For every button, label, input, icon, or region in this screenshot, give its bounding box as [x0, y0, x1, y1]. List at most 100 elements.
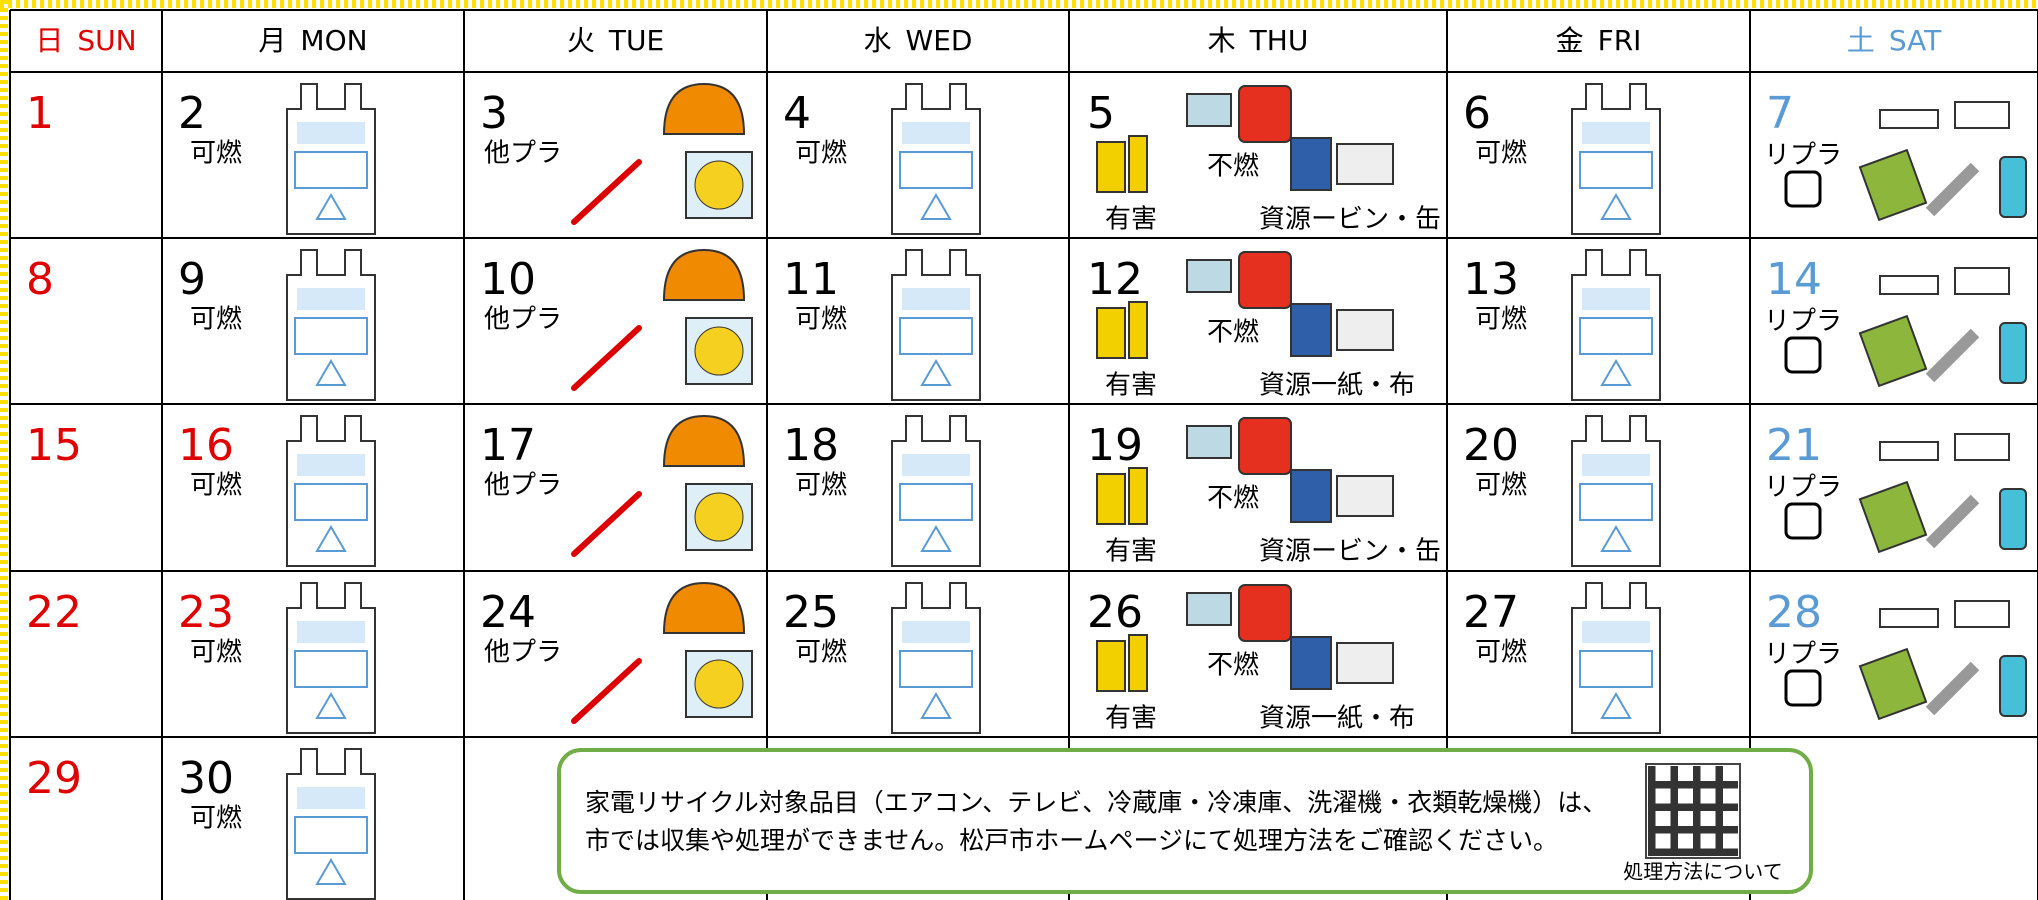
- bag-icon: [1571, 249, 1661, 401]
- qr-cell: [1670, 773, 1678, 781]
- day-header-en: SUN: [77, 24, 136, 57]
- qr-caption: 処理方法について: [1623, 860, 1782, 884]
- bag-print: [1579, 317, 1653, 355]
- resource: [1336, 143, 1394, 185]
- day-header-en: TUE: [608, 24, 664, 57]
- waste-label: 資源ービン・缶: [1259, 205, 1441, 235]
- qr-cell: [1670, 811, 1678, 819]
- cd: [694, 160, 744, 210]
- resource: [1290, 137, 1332, 191]
- bag-icon: [286, 748, 376, 900]
- waste-label: 資源ービン・缶: [1259, 537, 1441, 567]
- waste-label: 可燃: [190, 471, 242, 501]
- package: [1858, 647, 1928, 721]
- qr-cell: [1655, 803, 1663, 811]
- qr-cell: [1648, 848, 1656, 856]
- qr-cell: [1715, 811, 1723, 819]
- day-number: 24: [480, 587, 536, 638]
- qr-cell: [1670, 848, 1678, 856]
- bag-icon: [891, 249, 981, 401]
- qr-cell: [1648, 796, 1656, 804]
- bag-print: [315, 193, 347, 220]
- bag-icon: [1571, 83, 1661, 235]
- qr-cell: [1723, 826, 1731, 834]
- day-header: 火 TUE: [567, 24, 664, 57]
- waste-label: 不燃: [1207, 152, 1259, 182]
- bag-icon: [286, 582, 376, 734]
- cd: [694, 492, 744, 542]
- resource: [1336, 475, 1394, 517]
- qr-cell: [1678, 826, 1686, 834]
- qr-cell: [1693, 796, 1701, 804]
- waste-label: 有害: [1105, 205, 1157, 235]
- qr-cell: [1700, 826, 1708, 834]
- day-header: 土 SAT: [1847, 24, 1942, 57]
- waste-label: 不燃: [1207, 651, 1259, 681]
- qr-cell: [1685, 826, 1693, 834]
- qr-cell: [1693, 773, 1701, 781]
- resource: [1290, 636, 1332, 690]
- bag-print: [1600, 525, 1632, 552]
- bag-print: [1582, 122, 1650, 144]
- egg-carton: [1879, 608, 1939, 628]
- qr-cell: [1663, 803, 1671, 811]
- qr-cell: [1693, 841, 1701, 849]
- day-number: 7: [1766, 88, 1794, 139]
- bottle: [1999, 156, 2027, 218]
- qr-cell: [1693, 781, 1701, 789]
- wrap: [1925, 328, 1980, 383]
- day-header-jp: 水: [864, 24, 892, 57]
- waste-label: 可燃: [795, 305, 847, 335]
- waste-label: 資源一紙・布: [1259, 371, 1415, 401]
- waste-label: 可燃: [1475, 305, 1527, 335]
- bag-print: [294, 816, 368, 854]
- qr-cell: [1730, 803, 1738, 811]
- waste-label: 他プラ: [484, 638, 562, 668]
- bag-print: [294, 650, 368, 688]
- qr-cell: [1715, 773, 1723, 781]
- day-number: 12: [1087, 254, 1143, 305]
- day-number: 16: [178, 420, 234, 471]
- day-number: 3: [480, 88, 508, 139]
- bag-icon: [1571, 415, 1661, 567]
- package: [1858, 480, 1928, 554]
- bag-print: [297, 787, 365, 809]
- qr-cell: [1670, 826, 1678, 834]
- day-header: 金 FRI: [1556, 24, 1642, 57]
- day-number: 13: [1463, 254, 1519, 305]
- qr-cell: [1678, 781, 1686, 789]
- day-header: 月 MON: [258, 24, 367, 57]
- pot: [1186, 93, 1232, 127]
- qr-cell: [1715, 841, 1723, 849]
- bag-print: [297, 122, 365, 144]
- day-number: 10: [480, 254, 536, 305]
- qr-cell: [1700, 803, 1708, 811]
- day-header: 日 SUN: [35, 24, 136, 57]
- qr-cell: [1715, 818, 1723, 826]
- day-number: 27: [1463, 587, 1519, 638]
- bag-print: [1600, 692, 1632, 719]
- qr-cell: [1648, 773, 1656, 781]
- bag-print: [902, 288, 970, 310]
- battery: [1096, 307, 1126, 359]
- waste-label: 可燃: [190, 305, 242, 335]
- waste-label: 不燃: [1207, 484, 1259, 514]
- bag-print: [902, 454, 970, 476]
- qr-cell: [1715, 848, 1723, 856]
- battery: [1128, 467, 1148, 525]
- qr-cell: [1663, 848, 1671, 856]
- qr-cell: [1708, 803, 1716, 811]
- notice-box: [557, 748, 1813, 894]
- bag-print: [920, 193, 952, 220]
- qr-cell: [1670, 818, 1678, 826]
- bag-print: [297, 621, 365, 643]
- waste-label: 可燃: [1475, 638, 1527, 668]
- bag-print: [920, 525, 952, 552]
- bag-print: [899, 650, 973, 688]
- qr-cell: [1723, 803, 1731, 811]
- bag-print: [1600, 193, 1632, 220]
- day-number: 9: [178, 254, 206, 305]
- qr-cell: [1648, 803, 1656, 811]
- day-number: 28: [1766, 587, 1822, 638]
- day-header-en: FRI: [1598, 24, 1642, 57]
